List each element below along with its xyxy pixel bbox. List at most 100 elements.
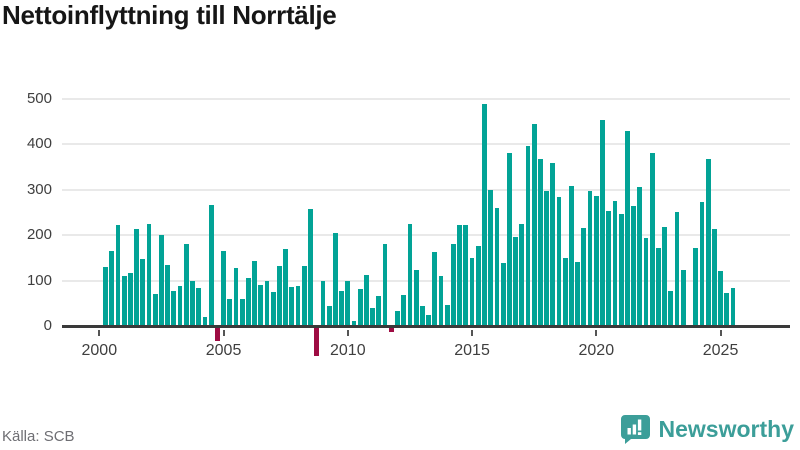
bar-2017-q1 [519, 224, 525, 326]
bar-2012-q4 [413, 270, 419, 326]
bar-2004-q2 [202, 316, 208, 326]
bar-2022-q4 [662, 226, 668, 326]
bar-2013-q3 [432, 251, 438, 326]
bar-2006-q1 [246, 278, 251, 326]
x-axis-label: 2000 [81, 342, 118, 359]
bar-2008-q2 [301, 266, 307, 326]
bar-2025-q2 [724, 293, 730, 326]
bar-2019-q2 [575, 261, 581, 326]
bar-2007-q4 [289, 286, 295, 326]
page-title: Nettoinflyttning till Norrtälje [2, 0, 337, 30]
bar-2002-q2 [152, 294, 158, 326]
bar-2001-q3 [134, 228, 139, 326]
bar-2010-q3 [357, 288, 363, 326]
bar-2010-q4 [364, 275, 369, 326]
bar-2021-q3 [631, 206, 636, 326]
bar-2015-q1 [469, 257, 475, 326]
bar-2004-q4 [214, 327, 220, 342]
bar-2024-q2 [699, 201, 705, 326]
bar-2019-q4 [587, 191, 593, 326]
y-axis-label: 300 [26, 180, 52, 198]
bar-2009-q2 [326, 306, 332, 326]
bar-2015-q2 [475, 246, 481, 326]
bar-2018-q1 [544, 191, 549, 326]
source-label: Källa: SCB [2, 428, 75, 445]
bar-2012-q1 [395, 311, 400, 326]
bar-2000-q3 [109, 251, 115, 326]
bar-2023-q2 [674, 211, 680, 326]
bar-2020-q2 [600, 120, 605, 326]
x-axis-tick [595, 330, 598, 336]
bar-2021-q2 [624, 130, 630, 326]
bar-2016-q4 [513, 236, 518, 326]
bar-2011-q2 [376, 296, 382, 326]
x-axis-label: 2025 [702, 342, 739, 359]
bar-2013-q1 [419, 306, 425, 326]
bar-2006-q4 [264, 280, 270, 326]
y-axis-label: 0 [43, 317, 52, 334]
bar-2019-q1 [569, 186, 574, 326]
bar-2012-q3 [407, 224, 413, 326]
x-axis-tick [346, 330, 349, 336]
bar-2002-q1 [146, 224, 152, 326]
bar-2001-q2 [127, 272, 133, 326]
bar-2003-q4 [190, 280, 195, 326]
bar-2018-q2 [550, 163, 556, 326]
bar-2011-q3 [382, 243, 388, 326]
bar-2020-q3 [606, 211, 612, 326]
bar-2012-q2 [401, 294, 407, 326]
bar-2020-q4 [612, 200, 618, 326]
newsworthy-logo[interactable]: Newsworthy [620, 414, 794, 444]
bar-2011-q4 [388, 327, 394, 332]
bar-2007-q3 [283, 248, 289, 326]
bar-2011-q1 [370, 308, 376, 326]
bar-2021-q1 [618, 213, 624, 326]
bar-2018-q3 [556, 196, 562, 326]
x-axis-label: 2005 [205, 342, 242, 359]
bar-2014-q4 [463, 224, 469, 326]
bar-2002-q4 [165, 265, 171, 326]
bar-2002-q3 [159, 235, 164, 326]
y-axis-label: 200 [26, 226, 52, 244]
bar-2016-q3 [506, 152, 512, 326]
y-axis-label: 400 [26, 135, 52, 153]
bar-2004-q3 [208, 204, 214, 326]
bar-2009-q1 [320, 281, 326, 326]
bar-2014-q3 [457, 224, 463, 326]
x-axis-tick [471, 330, 474, 336]
bar-2013-q2 [426, 315, 431, 326]
bar-2008-q3 [308, 208, 313, 326]
bar-2014-q1 [444, 304, 450, 326]
bar-2024-q4 [711, 229, 717, 326]
bar-2020-q1 [593, 195, 599, 326]
x-axis-tick [222, 330, 225, 336]
bar-2005-q3 [233, 268, 239, 326]
gridline [62, 234, 790, 237]
bar-2015-q4 [488, 190, 494, 326]
bar-2017-q3 [531, 123, 537, 326]
bar-2017-q4 [537, 158, 543, 326]
x-axis-label: 2020 [578, 342, 615, 359]
y-axis-label: 100 [26, 271, 52, 289]
bar-2008-q1 [295, 285, 301, 326]
bar-2016-q2 [500, 262, 506, 326]
bar-2022-q2 [649, 152, 655, 326]
gridline [62, 143, 790, 146]
gridline [62, 97, 790, 100]
bar-2019-q3 [581, 227, 587, 326]
x-axis-label: 2010 [330, 342, 366, 359]
bar-2024-q1 [693, 247, 699, 326]
bar-2015-q3 [482, 104, 487, 326]
bar-2022-q3 [656, 247, 661, 326]
bar-2013-q4 [438, 276, 444, 326]
bar-2025-q3 [730, 288, 736, 326]
x-axis-tick [719, 330, 722, 336]
newsworthy-wordmark: Newsworthy [658, 415, 794, 442]
y-axis-label: 500 [26, 89, 52, 107]
bar-2014-q2 [451, 243, 456, 326]
bar-2004-q1 [196, 288, 202, 326]
bar-2006-q3 [258, 284, 264, 326]
bar-2000-q4 [115, 225, 121, 326]
bar-2018-q4 [562, 257, 568, 326]
